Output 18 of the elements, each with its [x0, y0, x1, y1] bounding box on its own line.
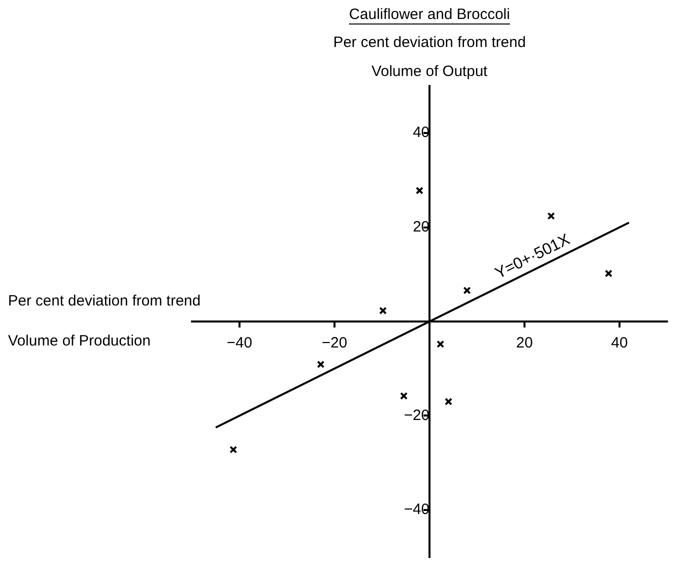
x-tick-label: 20	[516, 334, 533, 352]
chart-title: Cauliflower and Broccoli	[349, 6, 510, 24]
x-tick-label: 40	[611, 334, 628, 352]
y-tick-label: −20	[404, 406, 430, 424]
point	[316, 360, 325, 368]
point	[379, 306, 387, 314]
point	[416, 186, 424, 194]
x-tick-label: −40	[226, 334, 252, 352]
point	[436, 340, 444, 348]
point	[229, 446, 238, 454]
point	[400, 392, 408, 400]
point	[604, 270, 612, 278]
point	[444, 398, 452, 406]
text: Per cent deviation from trend Volume of Production	[8, 292, 201, 350]
y-axis-title: Per cent deviation from trend Volume of Output	[333, 34, 526, 80]
x-tick-label: −20	[322, 334, 348, 352]
point	[547, 212, 555, 220]
point	[463, 286, 471, 294]
